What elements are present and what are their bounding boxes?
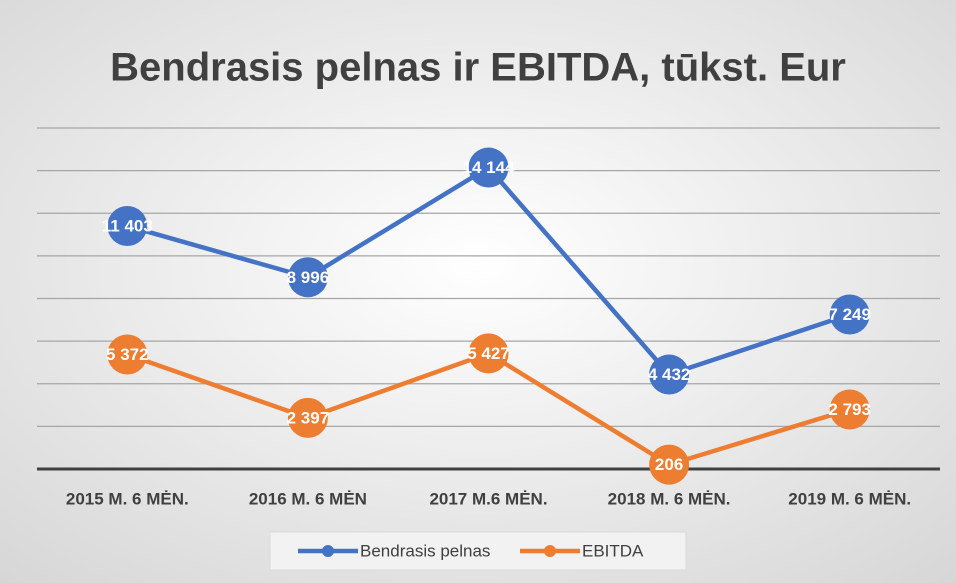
data-point xyxy=(649,444,690,485)
data-label: 11 403 xyxy=(102,216,153,235)
legend-label: EBITDA xyxy=(582,541,644,560)
data-label: 2 793 xyxy=(828,400,871,419)
data-label: 8 996 xyxy=(287,268,330,287)
x-tick-label: 2015 M. 6 MĖN. xyxy=(66,489,189,508)
chart-title: Bendrasis pelnas ir EBITDA, tūkst. Eur xyxy=(110,46,846,90)
data-point xyxy=(287,257,328,298)
data-point xyxy=(107,205,148,246)
data-point xyxy=(829,389,870,430)
data-point xyxy=(649,354,690,395)
data-label: 4 432 xyxy=(648,365,691,384)
data-label: 5 372 xyxy=(106,345,149,364)
data-point xyxy=(468,333,509,374)
x-tick-label: 2016 M. 6 MĖN xyxy=(249,489,367,508)
legend-marker xyxy=(322,545,334,557)
x-tick-label: 2019 M. 6 MĖN. xyxy=(788,489,911,508)
data-label: 5 427 xyxy=(467,344,510,363)
x-tick-label: 2017 M.6 MĖN. xyxy=(429,489,547,508)
data-point xyxy=(107,334,148,375)
data-point xyxy=(829,294,870,335)
x-tick-label: 2018 M. 6 MĖN. xyxy=(608,489,731,508)
legend-marker xyxy=(544,545,556,557)
data-label: 7 249 xyxy=(828,305,871,324)
data-label: 2 397 xyxy=(287,408,330,427)
data-point xyxy=(287,397,328,438)
data-point xyxy=(468,147,509,188)
legend-label: Bendrasis pelnas xyxy=(360,541,490,560)
data-label: 14 144 xyxy=(463,158,516,177)
data-label: 206 xyxy=(655,455,683,474)
